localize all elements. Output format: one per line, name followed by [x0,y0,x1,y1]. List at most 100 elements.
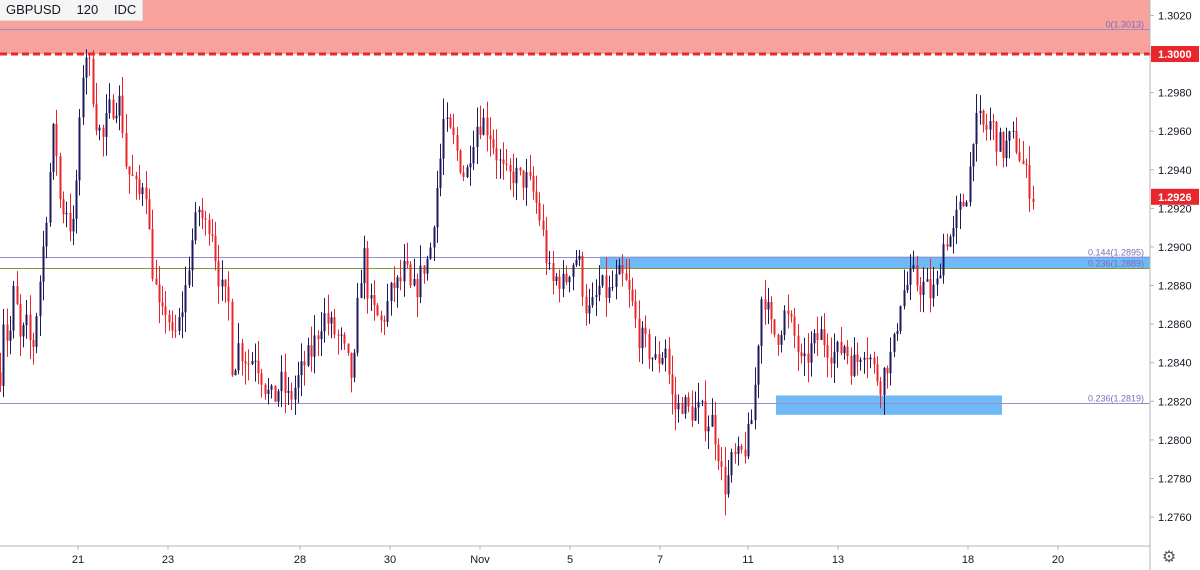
candle-body [856,354,859,363]
candle-body [413,279,416,286]
candle-body [340,334,343,336]
candle-body [6,324,9,341]
candle-body [393,282,396,289]
candle-body [0,372,2,386]
candle-body [754,384,757,421]
candle-body [112,99,115,119]
candle-body [469,163,472,168]
candle-body [499,159,502,161]
time-tick-label: 13 [832,554,844,566]
candle-body [886,367,889,374]
candle-body [145,187,148,200]
price-axis[interactable]: 1.2760 1.2780 1.2800 1.2820 1.2840 1.2860 1.28… [1150,10,1192,524]
candle-body [777,334,780,345]
candle-body [333,317,336,335]
candle-body [234,370,237,376]
candle-body [939,275,942,279]
candle-body [442,118,445,159]
candle-body [191,240,194,271]
candle-body [49,171,52,223]
candle-body [353,352,356,378]
candle-body [525,172,528,188]
candle-body [337,334,340,336]
candle-body [912,265,915,269]
gear-icon[interactable]: ⚙ [1161,549,1177,566]
candle-body [247,363,250,365]
candle-body [403,260,406,282]
candle-body [1028,165,1031,199]
candle-body [578,255,581,260]
candle-body [65,212,68,215]
candle-body [555,276,558,282]
last-price-tag-bg [1151,188,1199,205]
candle-body [608,287,611,298]
symbol-source: IDC [113,2,137,17]
candle-body [638,318,641,349]
candle-body [294,387,297,400]
candle-body [92,58,95,105]
candle-body [903,290,906,307]
candle-body [370,295,373,299]
price-tick-label: 1.2780 [1158,473,1192,485]
candle-body [466,167,469,177]
candle-body [747,423,750,457]
symbol-legend[interactable]: GBPUSD 120 IDC [0,0,144,21]
candle-body [366,248,369,299]
candle-body [853,354,856,376]
candle-body [204,218,207,220]
candle-body [734,452,737,454]
candle-body [343,334,346,344]
candle-body [174,330,177,332]
candle-body [297,375,300,388]
candle-body [307,345,310,366]
candle-body [198,209,201,213]
fib-labels: 0(1.3013) 0.144(1.2895)0.236(1.2889) 0.236… [1088,20,1144,404]
candlesticks[interactable] [0,49,1035,516]
candle-body [800,352,803,357]
candle-body [724,466,727,495]
candle-body [588,305,591,314]
candle-body [542,220,545,230]
candle-body [625,273,628,280]
candle-body [823,329,826,346]
time-tick-label: 20 [1052,554,1064,566]
candle-body [449,117,452,128]
candle-body [846,346,849,356]
candle-body [936,278,939,285]
time-tick-label: 18 [962,554,974,566]
candle-body [952,228,955,237]
candle-body [522,170,525,188]
candle-body [654,354,657,359]
candle-body [859,359,862,363]
candle-body [863,357,866,360]
candle-body [621,265,624,274]
candle-body [320,331,323,340]
candle-body [942,244,945,276]
candle-body [360,283,363,298]
candle-body [495,148,498,161]
candle-body [611,287,614,289]
time-axis[interactable]: 21 23 28 30 Nov 5 7 11 13 18 20 [72,546,1064,566]
candle-body [16,285,19,305]
candle-body [813,333,816,344]
candle-body [787,310,790,315]
candle-body [472,147,475,164]
candle-body [634,301,637,319]
time-tick-label: 28 [294,554,306,566]
candle-body [45,222,48,247]
candle-body [826,345,829,358]
candle-body [631,289,634,302]
candle-body [310,345,313,357]
candle-body [231,301,234,376]
candle-body [221,279,224,287]
price-tick-label: 1.2860 [1158,319,1192,331]
candle-body [601,275,604,286]
candle-body [224,279,227,287]
candle-body [1015,130,1018,153]
candle-body [740,446,743,450]
candle-body [82,77,85,118]
fib-label: 0.144(1.2895) [1088,248,1144,258]
candle-body [102,127,105,137]
candle-body [399,277,402,282]
